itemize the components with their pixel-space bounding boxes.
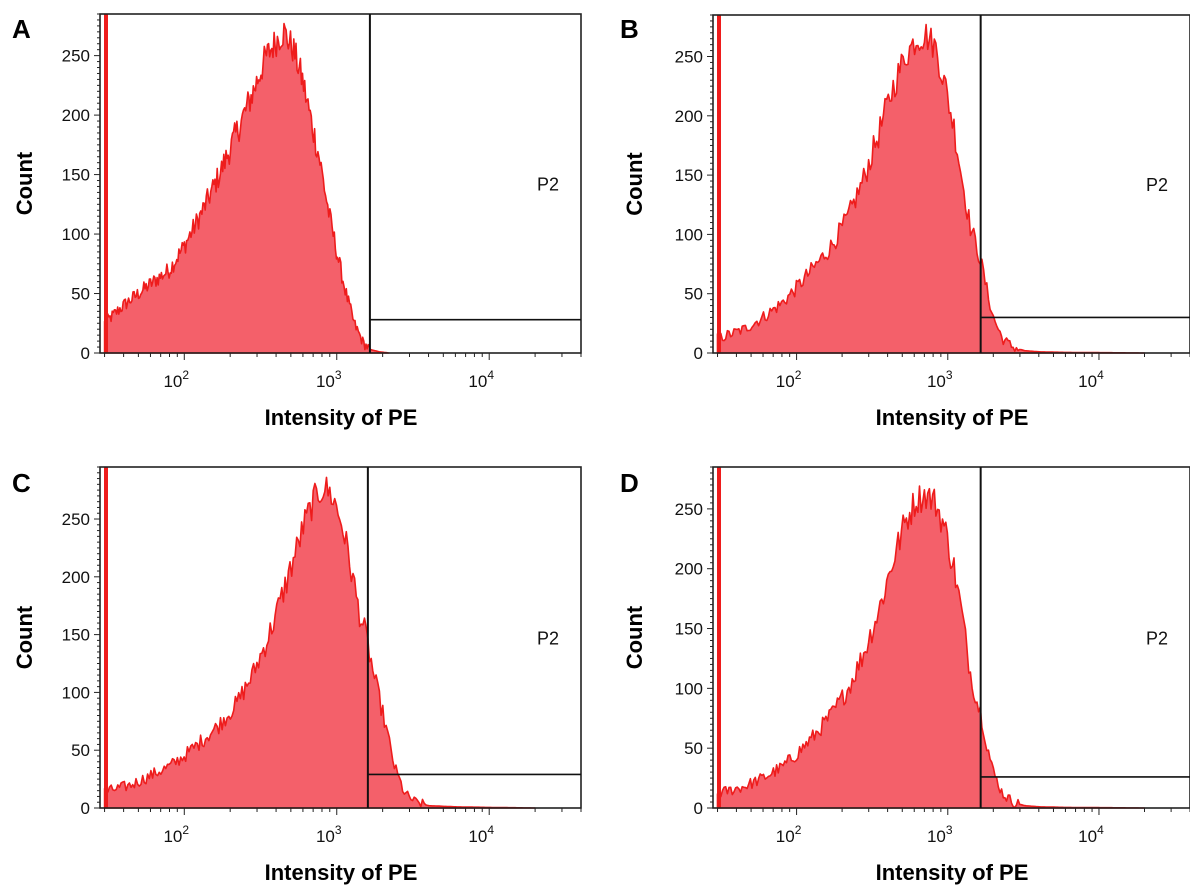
panel-letter-b: B: [620, 14, 639, 44]
y-tick-label-d: 100: [675, 679, 703, 698]
y-tick-label-a: 250: [62, 47, 90, 66]
y-tick-label-c: 100: [62, 683, 90, 702]
y-tick-label-c: 50: [71, 741, 90, 760]
y-tick-label-d: 150: [675, 620, 703, 639]
x-tick-label-a: 102: [163, 368, 189, 391]
x-tick-label-b: 104: [1078, 368, 1104, 391]
histogram-area-c: [103, 476, 536, 809]
plot-frame-c: [99, 466, 582, 809]
plot-frame-a: [99, 13, 582, 354]
plot-frame-d: [712, 466, 1190, 809]
plot-frame-b: [712, 14, 1190, 354]
y-tick-label-b: 200: [675, 107, 703, 126]
y-tick-label-b: 150: [675, 166, 703, 185]
x-tick-label-c: 103: [316, 823, 342, 846]
gate-label-b: P2: [1146, 175, 1168, 195]
histogram-area-d: [716, 485, 1146, 809]
y-tick-label-b: 100: [675, 225, 703, 244]
panel-a: A P2 0 50 100 150 200 250 102 103 104 Intensity of …: [12, 13, 582, 430]
y-tick-label-b: 0: [694, 344, 703, 363]
y-tick-label-d: 200: [675, 560, 703, 579]
x-tick-label-b: 102: [776, 368, 802, 391]
x-tick-label-c: 102: [163, 823, 189, 846]
x-tick-label-d: 104: [1078, 823, 1104, 846]
left-edge-spike-c: [104, 467, 108, 808]
y-tick-label-d: 50: [684, 739, 703, 758]
gate-label-c: P2: [537, 628, 559, 648]
y-tick-label-c: 0: [81, 799, 90, 818]
x-tick-label-d: 102: [776, 823, 802, 846]
panel-letter-c: C: [12, 468, 31, 498]
y-tick-label-a: 100: [62, 225, 90, 244]
y-tick-label-d: 250: [675, 500, 703, 519]
x-axis-title-b: Intensity of PE: [876, 405, 1029, 430]
y-tick-label-b: 50: [684, 285, 703, 304]
panel-d: D P2 0 50 100 150 200 250 102 103 104 Intensity of …: [620, 466, 1190, 885]
left-edge-spike-d: [717, 467, 721, 808]
y-tick-label-c: 200: [62, 568, 90, 587]
y-axis-title-c: Count: [12, 605, 37, 669]
x-tick-label-a: 103: [316, 368, 342, 391]
gate-label-d: P2: [1146, 628, 1168, 648]
y-tick-label-c: 150: [62, 626, 90, 645]
y-tick-label-a: 0: [81, 344, 90, 363]
x-axis-title-c: Intensity of PE: [265, 860, 418, 885]
x-tick-label-d: 103: [927, 823, 953, 846]
y-tick-label-d: 0: [694, 799, 703, 818]
y-tick-label-a: 150: [62, 166, 90, 185]
gate-label-a: P2: [537, 174, 559, 194]
x-tick-label-a: 104: [468, 368, 494, 391]
left-edge-spike-a: [104, 14, 108, 353]
left-edge-spike-b: [717, 15, 721, 353]
x-axis-title-d: Intensity of PE: [876, 860, 1029, 885]
panel-c: C P2 0 50 100 150 200 250 102 103 104 Intensity of …: [12, 466, 582, 885]
x-axis-title-a: Intensity of PE: [265, 405, 418, 430]
y-axis-title-d: Count: [622, 605, 647, 669]
panel-letter-d: D: [620, 468, 639, 498]
x-tick-label-b: 103: [927, 368, 953, 391]
y-tick-label-c: 250: [62, 510, 90, 529]
histogram-area-a: [103, 22, 390, 354]
panel-letter-a: A: [12, 14, 31, 44]
x-tick-label-c: 104: [468, 823, 494, 846]
panel-b: B P2 0 50 100 150 200 250 102 103 104 Intensity of …: [620, 14, 1190, 430]
y-tick-label-a: 50: [71, 285, 90, 304]
y-axis-title-a: Count: [12, 151, 37, 215]
histogram-area-b: [716, 23, 1146, 354]
y-tick-label-b: 250: [675, 48, 703, 67]
y-tick-label-a: 200: [62, 106, 90, 125]
y-axis-title-b: Count: [622, 152, 647, 216]
